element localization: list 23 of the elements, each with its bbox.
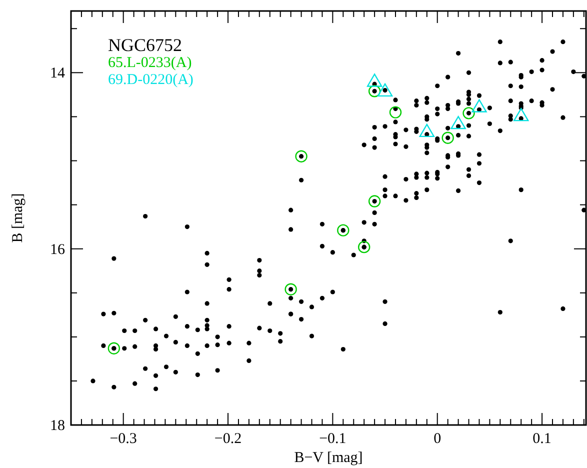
y-tick-label: 16 [50,242,66,258]
point [295,150,308,162]
x-axis-title: B−V [mag] [294,450,363,466]
text: 65.L-0233(A) [108,55,192,71]
x-tick-label: −0.1 [319,431,346,447]
point [368,195,381,208]
x-tick-label: 0 [434,431,442,447]
point [368,85,381,98]
text: 69.D-0220(A) [108,72,194,88]
x-tick-label: −0.3 [110,431,137,447]
point [108,342,120,354]
point [358,240,370,254]
x-tick-label: 0.1 [532,431,552,447]
y-axis-title: B [mag] [10,193,26,243]
x-tick-label: −0.2 [214,431,242,447]
point [389,106,402,118]
point [462,107,475,120]
y-tick-label: 14 [50,66,66,82]
point [284,283,297,296]
point [442,132,454,144]
y-tick-label: 18 [50,418,65,434]
point [337,224,350,236]
text: NGC6752 [108,35,182,55]
